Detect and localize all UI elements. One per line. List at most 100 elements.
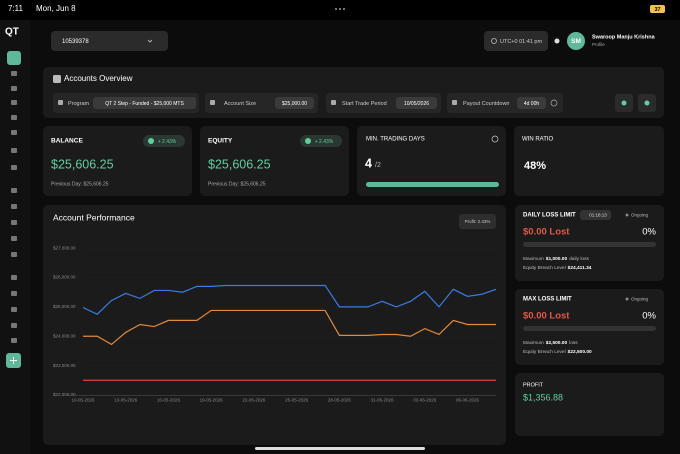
y-tick-label: $23,000.00 bbox=[53, 363, 76, 368]
change-pill bbox=[300, 135, 342, 147]
share-icon bbox=[644, 100, 650, 106]
overview-chip bbox=[396, 97, 437, 109]
max-prefix: Maximum bbox=[523, 256, 544, 262]
stat-note: Previous Day: $25,606.25 bbox=[208, 181, 266, 187]
overview-icon bbox=[53, 75, 61, 83]
nav-icon[interactable] bbox=[11, 220, 17, 225]
series-line bbox=[83, 309, 496, 346]
profit-card bbox=[515, 373, 664, 436]
logo: QT bbox=[5, 27, 19, 38]
theme-toggle[interactable] bbox=[554, 38, 560, 44]
nav-icon[interactable] bbox=[11, 165, 17, 170]
nav-icon[interactable] bbox=[11, 204, 17, 209]
nav-icon[interactable] bbox=[11, 71, 17, 76]
nav-icon[interactable] bbox=[11, 130, 17, 135]
nav-icon[interactable] bbox=[11, 148, 17, 153]
status-dot bbox=[625, 297, 629, 301]
status-dot bbox=[335, 8, 337, 10]
y-tick-label: $27,000.00 bbox=[53, 245, 76, 250]
overview-label: Start Trade Period bbox=[342, 101, 387, 107]
breach-value: $24,411.34 bbox=[568, 265, 592, 271]
limit-status: Ongoing bbox=[631, 297, 649, 302]
limit-bar bbox=[523, 326, 656, 331]
chart-badge bbox=[459, 214, 496, 229]
stat-value: 4 bbox=[365, 156, 372, 170]
pill-icon bbox=[452, 100, 457, 105]
overview-label: Account Size bbox=[224, 101, 256, 107]
limit-timer: 01:18:13 bbox=[589, 213, 607, 218]
change-pill bbox=[143, 135, 185, 147]
max-amount: $2,500.00 bbox=[546, 340, 568, 346]
overview-value: 4d 00h bbox=[524, 101, 540, 107]
stat-label: WIN RATIO bbox=[522, 137, 554, 143]
y-tick-label: $25,000.00 bbox=[53, 304, 76, 309]
profit-value: $1,356.88 bbox=[523, 392, 563, 402]
profit-label: PROFIT bbox=[523, 382, 544, 388]
x-tick-label: 06-06-2026 bbox=[456, 398, 480, 403]
pill-icon bbox=[331, 100, 336, 105]
nav-icon[interactable] bbox=[11, 115, 17, 120]
overview-chip bbox=[517, 97, 546, 109]
status-dot bbox=[339, 8, 341, 10]
overview-label: Program bbox=[68, 101, 90, 107]
nav-icon[interactable] bbox=[11, 275, 17, 280]
pill-icon bbox=[210, 100, 215, 105]
overview-chip bbox=[93, 97, 196, 109]
nav-icon[interactable] bbox=[11, 252, 17, 257]
x-tick-label: 13-05-2026 bbox=[114, 398, 138, 403]
overview-value: $25,000.00 bbox=[282, 101, 307, 107]
account-id: 10539378 bbox=[62, 39, 89, 45]
nav-icon[interactable] bbox=[11, 86, 17, 91]
overview-value: QT 2 Step - Funded - $25,000 MTS bbox=[105, 101, 184, 107]
chart-panel bbox=[43, 205, 506, 445]
max-amount: $1,000.00 bbox=[546, 256, 568, 262]
x-tick-label: 03-06-2026 bbox=[413, 398, 437, 403]
stat-value: $25,606.25 bbox=[208, 157, 271, 171]
nav-icon[interactable] bbox=[11, 291, 17, 296]
limit-max: Maximum $1,000.00 daily loss bbox=[523, 256, 589, 262]
stat-label: BALANCE bbox=[51, 138, 83, 145]
stat-label: EQUITY bbox=[208, 138, 233, 145]
nav-icon[interactable] bbox=[11, 307, 17, 312]
x-tick-label: 10-05-2026 bbox=[71, 398, 95, 403]
nav-active[interactable] bbox=[7, 51, 21, 65]
x-tick-label: 28-05-2026 bbox=[328, 398, 352, 403]
battery bbox=[650, 5, 665, 13]
max-suffix: loss bbox=[569, 340, 578, 346]
limit-status: Ongoing bbox=[631, 213, 649, 218]
stat-total: /2 bbox=[375, 162, 381, 169]
stat-value: 48% bbox=[524, 160, 546, 172]
y-tick-label: $24,000.00 bbox=[53, 333, 76, 338]
stat-card bbox=[514, 126, 664, 196]
nav-icon[interactable] bbox=[11, 100, 17, 105]
limit-lost: $0.00 Lost bbox=[523, 311, 570, 322]
account-dropdown[interactable] bbox=[51, 31, 168, 51]
avatar[interactable] bbox=[567, 32, 585, 50]
nav-icon[interactable] bbox=[11, 338, 17, 343]
chevron bbox=[147, 39, 153, 43]
series-line bbox=[82, 284, 497, 315]
limit-max: Maximum $2,500.00 loss bbox=[523, 340, 578, 346]
limit-bar bbox=[523, 242, 656, 247]
status-time: 7:11 bbox=[8, 4, 24, 13]
x-tick-label: 31-05-2026 bbox=[371, 398, 395, 403]
user-name: Swaroop Manju Krishna bbox=[592, 34, 656, 40]
nav-icon[interactable] bbox=[11, 188, 17, 193]
x-tick-label: 22-05-2026 bbox=[242, 398, 266, 403]
status-dot bbox=[343, 8, 345, 10]
overview-chip bbox=[275, 97, 314, 109]
info-icon bbox=[491, 135, 499, 143]
status-date: Mon, Jun 8 bbox=[36, 4, 76, 13]
y-tick-label: $22,000.00 bbox=[53, 392, 76, 397]
x-tick-label: 19-05-2026 bbox=[200, 398, 224, 403]
limit-breach: Equity Breach Level $24,411.34 bbox=[523, 265, 592, 271]
max-suffix: daily loss bbox=[569, 256, 589, 262]
info-icon bbox=[550, 99, 558, 107]
clock-icon bbox=[491, 38, 497, 44]
key-icon bbox=[621, 100, 627, 106]
pill-icon bbox=[58, 100, 63, 105]
nav-icon[interactable] bbox=[11, 236, 17, 241]
nav-icon[interactable] bbox=[11, 323, 17, 328]
stat-value: $25,606.25 bbox=[51, 157, 114, 171]
